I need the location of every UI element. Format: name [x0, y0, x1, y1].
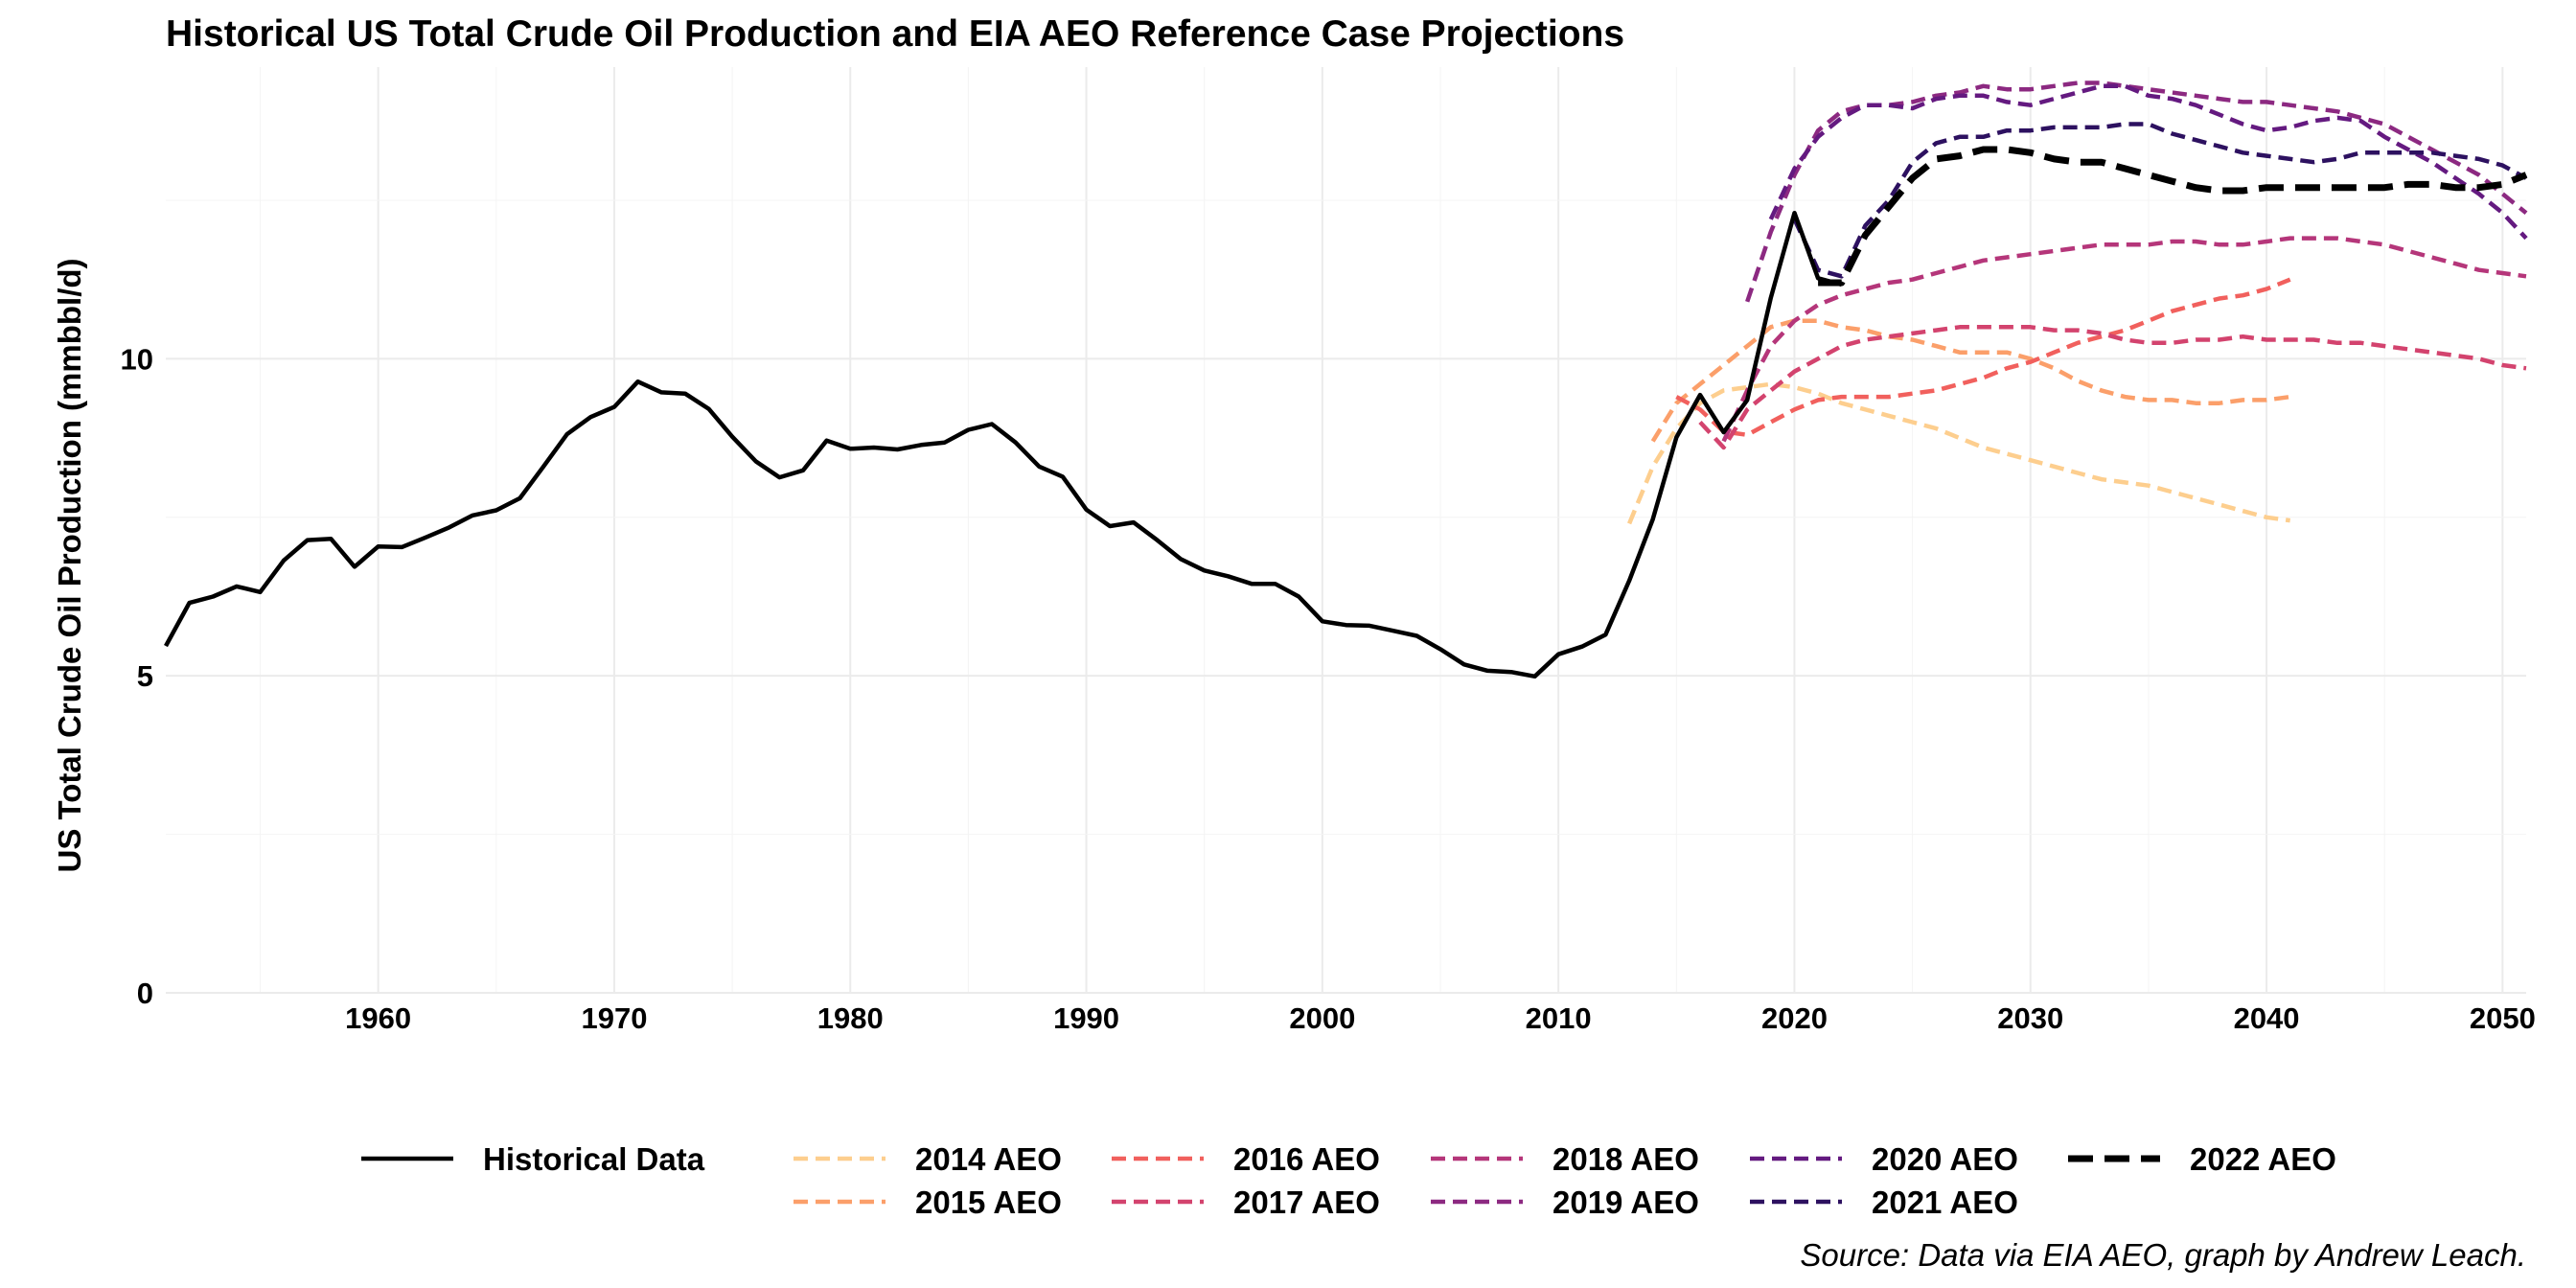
series-line-2016-aeo [1675, 277, 2291, 438]
y-axis-title: US Total Crude Oil Production (mmbbl/d) [52, 258, 87, 872]
series-line-2021-aeo [1792, 122, 2528, 279]
legend-label: 2019 AEO [1552, 1184, 1699, 1220]
y-tick-label: 0 [137, 977, 153, 1010]
series-line-2022-aeo [1818, 146, 2528, 287]
x-tick-label: 2030 [1997, 1001, 2063, 1035]
series-line-2018-aeo [1721, 236, 2527, 443]
y-tick-label: 10 [121, 342, 153, 376]
grid-lines [166, 67, 2526, 994]
x-tick-label: 1990 [1053, 1001, 1119, 1035]
x-axis-ticks: 1960 1970 1980 1990 2000 2010 2020 2030 2040 2050 [345, 1001, 2536, 1035]
chart-caption: Source: Data via EIA AEO, graph by Andre… [1800, 1237, 2526, 1273]
legend-label: 2021 AEO [1872, 1184, 2018, 1220]
legend-label: 2015 AEO [915, 1184, 1062, 1220]
y-axis-ticks: 0 5 10 [121, 342, 153, 1010]
x-tick-label: 2000 [1289, 1001, 1355, 1035]
legend-label: 2022 AEO [2190, 1141, 2336, 1177]
series-line-2019-aeo [1745, 80, 2528, 303]
legend-label: 2020 AEO [1872, 1141, 2018, 1177]
x-tick-label: 2050 [2470, 1001, 2536, 1035]
legend: Historical Data 2014 AEO 2015 AEO 2016 AEO 2… [361, 1141, 2336, 1220]
legend-label: 2017 AEO [1233, 1184, 1380, 1220]
legend-label: 2016 AEO [1233, 1141, 1380, 1177]
series-line-2020-aeo [1768, 83, 2528, 241]
series-line-2017-aeo [1698, 325, 2527, 450]
x-tick-label: 2010 [1526, 1001, 1592, 1035]
series-line-2014-aeo [1627, 381, 2290, 525]
legend-label: 2018 AEO [1552, 1141, 1699, 1177]
legend-label: 2014 AEO [915, 1141, 1062, 1177]
series-line-historical-data [164, 210, 1843, 679]
x-tick-label: 1980 [817, 1001, 884, 1035]
x-tick-label: 2040 [2234, 1001, 2300, 1035]
chart-title: Historical US Total Crude Oil Production… [166, 13, 1624, 55]
x-tick-label: 1970 [581, 1001, 647, 1035]
x-tick-label: 1960 [345, 1001, 411, 1035]
y-tick-label: 5 [137, 659, 153, 693]
x-tick-label: 2020 [1761, 1001, 1828, 1035]
legend-label: Historical Data [483, 1141, 705, 1177]
series-lines [164, 80, 2528, 679]
